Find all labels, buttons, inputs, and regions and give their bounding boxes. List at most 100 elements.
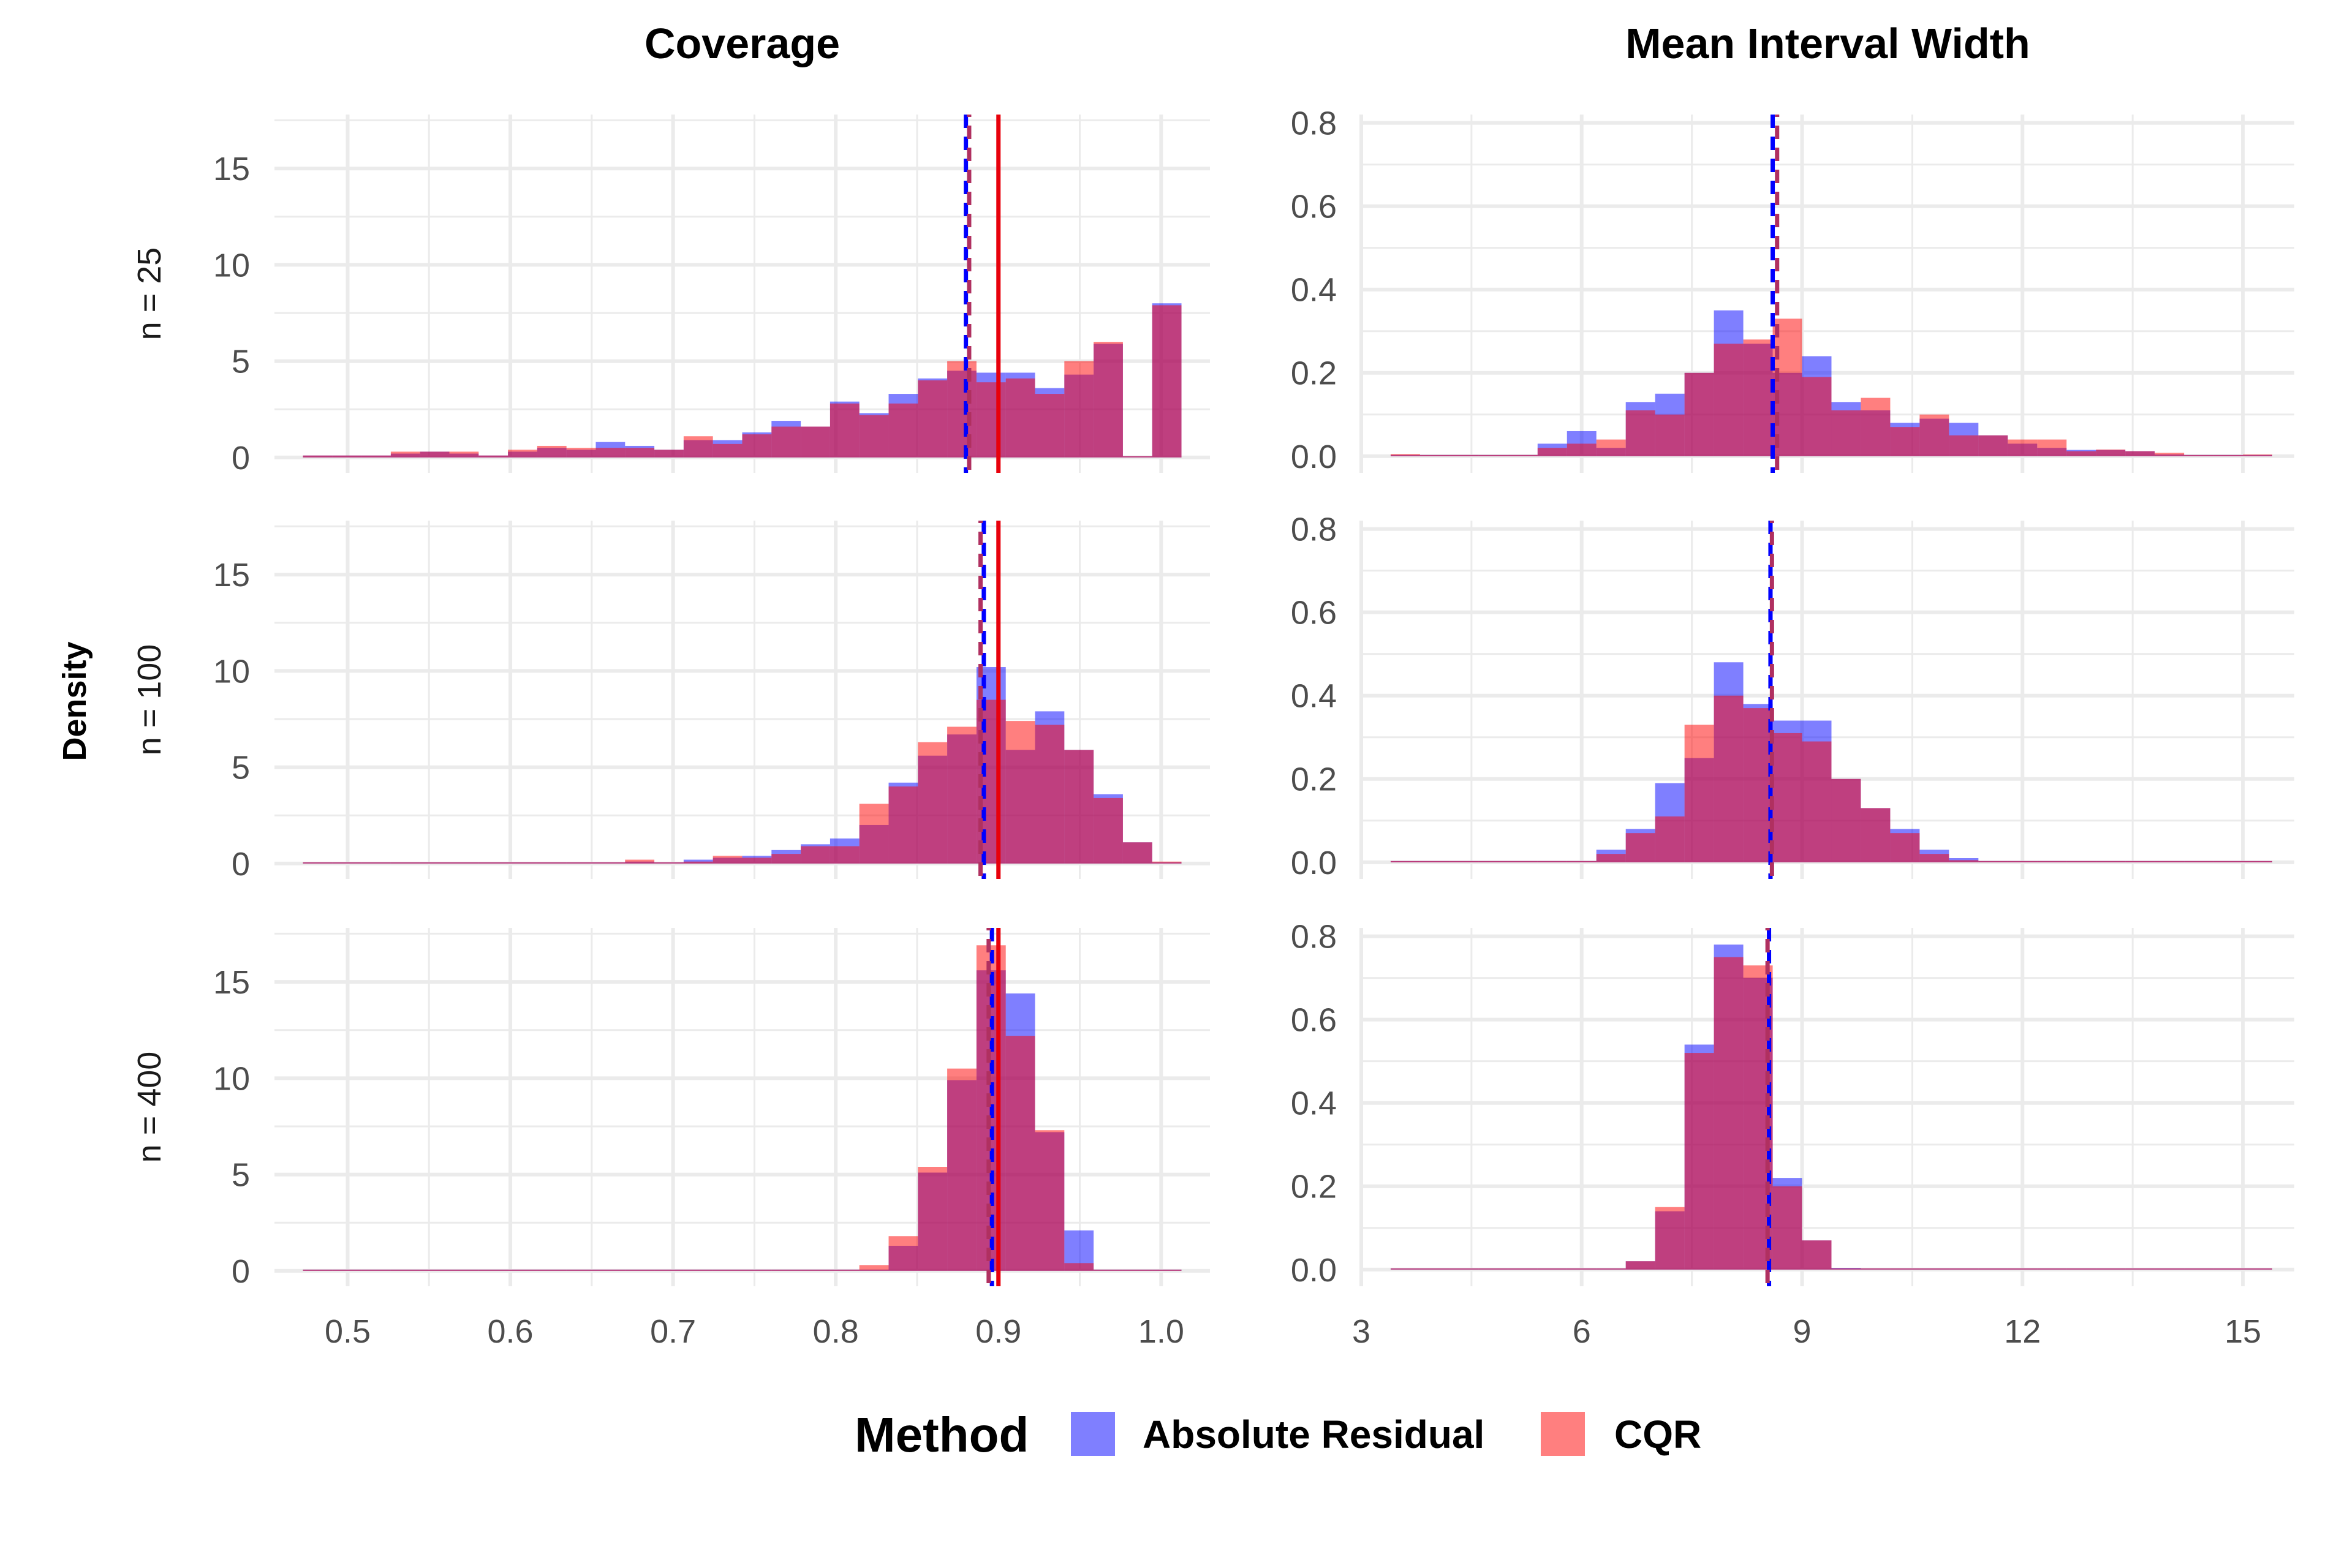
cqr-bar [566, 448, 596, 458]
cqr-bar [918, 380, 948, 458]
cqr-bar [1714, 344, 1744, 456]
x-tick-label: 15 [2224, 1313, 2261, 1350]
y-tick-label: 15 [213, 557, 250, 594]
cqr-bar [1390, 861, 1420, 862]
cqr-bar [2243, 861, 2273, 862]
y-tick-label: 0.0 [1291, 1252, 1337, 1289]
cqr-bar [1596, 854, 1626, 862]
cqr-bar [2155, 1268, 2185, 1270]
cqr-bar [1094, 797, 1123, 864]
cqr-bar [2213, 454, 2243, 456]
row-label-0: n = 25 [131, 247, 168, 341]
y-tick-label: 5 [232, 344, 250, 380]
cqr-bar [303, 1269, 333, 1271]
cqr-bar [2213, 861, 2243, 862]
cqr-bar [2184, 861, 2214, 862]
cqr-bar [2008, 439, 2038, 456]
panel-1-2: 0.0 0.2 0.4 0.6 0.8 3 6 9 12 15 [1291, 919, 2294, 1350]
cqr-bar [1743, 708, 1773, 862]
panel-1-0: 0.0 0.2 0.4 0.6 0.8 [1291, 105, 2294, 475]
panel-0-2: 0 5 10 15 0.5 0.6 0.7 0.8 0.9 1.0 [213, 928, 1210, 1350]
cqr-bar [1890, 1268, 1920, 1270]
column-title-0: Coverage [644, 20, 840, 67]
cqr-bar [1064, 750, 1094, 864]
cqr-bar [566, 862, 596, 864]
cqr-bar [2066, 861, 2096, 862]
cqr-bar [712, 443, 743, 458]
cqr-bar [537, 862, 567, 864]
cqr-bar [2243, 454, 2273, 456]
y-tick-label: 0.4 [1291, 678, 1337, 715]
cqr-bar [1478, 454, 1508, 456]
cqr-bar [654, 450, 684, 458]
cqr-bar [2096, 861, 2126, 862]
cqr-bar [1772, 733, 1802, 862]
cqr-bar [625, 859, 655, 864]
cqr-bar [771, 426, 801, 458]
cqr-bar [1122, 456, 1152, 458]
cqr-bar [1684, 725, 1714, 862]
cqr-bar [449, 451, 479, 458]
cqr-bar [2184, 454, 2214, 456]
cqr-bar [2037, 439, 2067, 456]
cqr-bar [1390, 454, 1420, 456]
y-tick-label: 0.6 [1291, 189, 1337, 225]
cqr-bar [1035, 1130, 1065, 1271]
x-tick-label: 0.8 [813, 1313, 859, 1350]
cqr-bar [1684, 1053, 1714, 1270]
cqr-bar [625, 448, 655, 458]
cqr-bar [2125, 861, 2155, 862]
row-label-1: n = 100 [131, 644, 168, 756]
cqr-bar [1890, 427, 1920, 456]
panel-0-1: 0 5 10 15 [213, 521, 1210, 883]
cqr-bar [1655, 1207, 1685, 1270]
cqr-bar [1419, 454, 1449, 456]
cqr-bar [1978, 861, 2008, 862]
cqr-bar [654, 1269, 684, 1271]
cqr-bar [1390, 1268, 1420, 1270]
legend: Method Absolute Residual CQR [855, 1408, 1701, 1462]
cqr-bar [2184, 1268, 2214, 1270]
cqr-bar [332, 862, 362, 864]
cqr-bar [2125, 1268, 2155, 1270]
column-title-1: Mean Interval Width [1625, 20, 2030, 67]
cqr-bar [361, 862, 391, 864]
y-tick-label: 0.2 [1291, 761, 1337, 798]
cqr-bar [303, 455, 333, 458]
cqr-bar [332, 455, 362, 458]
cqr-bar [595, 862, 625, 864]
y-tick-label: 0.8 [1291, 511, 1337, 548]
cqr-bar [508, 862, 537, 864]
cqr-bar [1537, 861, 1567, 862]
cqr-bar [1152, 1269, 1182, 1271]
legend-label-cqr: CQR [1614, 1412, 1701, 1457]
cqr-bar [390, 862, 420, 864]
cqr-bar [537, 445, 567, 458]
legend-label-absolute-residual: Absolute Residual [1143, 1412, 1484, 1457]
x-tick-label: 0.9 [975, 1313, 1021, 1350]
cqr-bar [2008, 1268, 2038, 1270]
cqr-bar [683, 1269, 713, 1271]
cqr-bar [771, 854, 801, 864]
cqr-bar [859, 1265, 889, 1271]
cqr-bar [420, 451, 450, 458]
cqr-bar [478, 862, 508, 864]
cqr-bar [1035, 725, 1065, 864]
y-tick-label: 0.8 [1291, 105, 1337, 142]
absolute-residual-bar [683, 859, 713, 864]
x-tick-label: 0.5 [325, 1313, 371, 1350]
cqr-bar [595, 1269, 625, 1271]
cqr-bar [1596, 439, 1626, 456]
y-tick-label: 0.2 [1291, 355, 1337, 392]
cqr-bar [1122, 1269, 1152, 1271]
cqr-bar [947, 1068, 977, 1271]
cqr-bar [2155, 453, 2185, 456]
cqr-bar [1861, 808, 1891, 862]
row-label-2: n = 400 [131, 1052, 168, 1163]
cqr-bar [1655, 816, 1685, 862]
cqr-bar [888, 403, 918, 458]
cqr-bar [1949, 860, 1979, 862]
x-tick-label: 0.6 [488, 1313, 534, 1350]
cqr-bar [830, 846, 860, 864]
cqr-bar [1508, 454, 1538, 456]
